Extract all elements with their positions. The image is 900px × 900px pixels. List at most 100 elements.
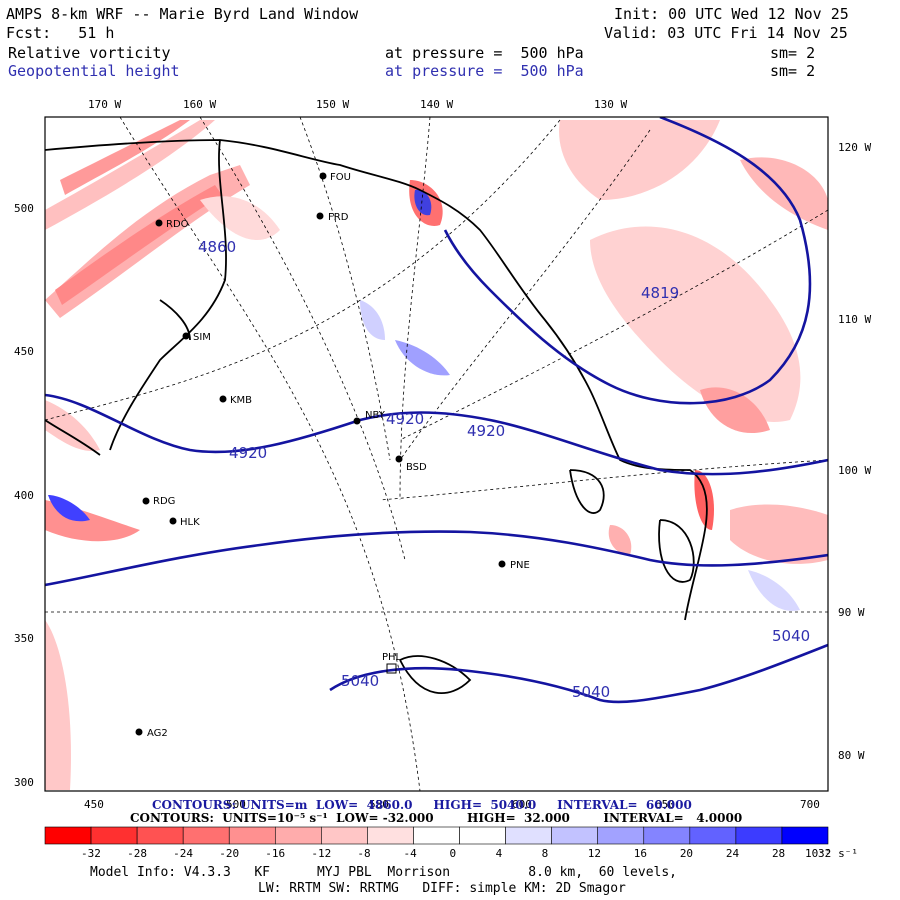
colorbar-swatch: [735, 826, 783, 845]
station-kmb: KMB: [219, 395, 252, 406]
colorbar-tick: -8: [357, 847, 370, 860]
lon-label-right: 80 W: [838, 749, 865, 762]
svg-text:BSD: BSD: [406, 462, 427, 473]
station-nby: NBY: [353, 410, 386, 425]
x-tick: 550: [369, 798, 389, 811]
x-tick: 450: [84, 798, 104, 811]
vorticity-contour-info: CONTOURS: UNITS=10⁻⁵ s⁻¹ LOW= -32.000 HI…: [130, 811, 743, 825]
field1-name: Relative vorticity: [8, 44, 171, 62]
lon-label-top: 160 W: [183, 98, 216, 111]
y-tick: 500: [14, 202, 34, 215]
svg-text:FOU: FOU: [330, 172, 351, 183]
station-pne: PNE: [498, 560, 530, 571]
lon-label-right: 100 W: [838, 464, 871, 477]
svg-text:FRD: FRD: [328, 212, 349, 223]
lon-label-right: 120 W: [838, 141, 871, 154]
colorbar-tick: -24: [173, 847, 193, 860]
svg-text:4860: 4860: [198, 238, 236, 256]
colorbar-swatch: [413, 826, 460, 845]
lon-label-top: 150 W: [316, 98, 349, 111]
station-ag2: AG2: [135, 728, 168, 739]
y-tick: 450: [14, 345, 34, 358]
valid-time: Valid: 03 UTC Fri 14 Nov 25: [604, 24, 848, 42]
field1-level: at pressure = 500 hPa: [385, 44, 584, 62]
colorbar-tick: -4: [403, 847, 417, 860]
field2-smooth: sm= 2: [770, 62, 816, 80]
svg-text:4920: 4920: [386, 410, 424, 428]
y-tick: 350: [14, 632, 34, 645]
model-info-line1: Model Info: V4.3.3 KF MYJ PBL Morrison 8…: [90, 865, 677, 880]
colorbar-swatch: [505, 826, 552, 845]
station-sim: SIM: [182, 332, 211, 343]
station-hlk: HLK: [169, 517, 200, 528]
svg-text:5040: 5040: [341, 672, 379, 690]
y-tick: 400: [14, 489, 34, 502]
colorbar-tick: 28: [772, 847, 785, 860]
coastline: [45, 139, 708, 694]
height-contours: [45, 117, 828, 704]
svg-text:AG2: AG2: [147, 728, 168, 739]
svg-text:KMB: KMB: [230, 395, 252, 406]
colorbar-tick: -28: [127, 847, 147, 860]
svg-text:HLK: HLK: [180, 517, 200, 528]
x-tick: 650: [655, 798, 675, 811]
stations: RDO SIM FRD FOU KMB NBY BSD RDG HLK PNE …: [135, 172, 530, 739]
axis-labels: 170 W 160 W 150 W 140 W 130 W 120 W 110 …: [14, 98, 871, 811]
colorbar-tick: -12: [311, 847, 331, 860]
colorbar-swatch: [136, 826, 184, 845]
lon-label-right: 110 W: [838, 313, 871, 326]
colorbar-tick: 16: [634, 847, 647, 860]
colorbar-tick: 20: [680, 847, 693, 860]
colorbar-tick: 12: [588, 847, 601, 860]
station-bsd: BSD: [395, 455, 427, 473]
field2-name: Geopotential height: [8, 62, 180, 80]
station-rdo: RDO: [155, 219, 189, 230]
colorbar-swatch: [551, 826, 599, 845]
colorbar-tick: -20: [219, 847, 239, 860]
colorbar-tick: -32: [81, 847, 101, 860]
colorbar: -32 -28 -24 -20 -16 -12 -8 -4 0 4 8 12 16 20 24 28 3210⁻…: [44, 826, 858, 860]
colorbar-swatch: [274, 826, 322, 845]
field2-level: at pressure = 500 hPa: [385, 62, 584, 80]
svg-text:PNE: PNE: [510, 560, 530, 571]
lon-label-top: 170 W: [88, 98, 121, 111]
svg-text:RDO: RDO: [166, 219, 189, 230]
colorbar-swatch: [44, 826, 92, 845]
svg-text:NBY: NBY: [365, 410, 386, 421]
svg-text:4920: 4920: [467, 422, 505, 440]
colorbar-swatch: [228, 826, 276, 845]
svg-text:5040: 5040: [572, 683, 610, 701]
colorbar-swatch: [90, 826, 138, 845]
x-tick: 700: [800, 798, 820, 811]
svg-text:5040: 5040: [772, 627, 810, 645]
colorbar-swatch: [459, 826, 506, 845]
svg-text:PHL: PHL: [382, 652, 402, 663]
init-time: Init: 00 UTC Wed 12 Nov 25: [614, 5, 849, 23]
model-title: AMPS 8-km WRF -- Marie Byrd Land Window: [6, 5, 359, 23]
svg-text:4819: 4819: [641, 284, 679, 302]
station-rdg: RDG: [142, 496, 175, 507]
colorbar-tick: 0: [450, 847, 457, 860]
model-info-line2: LW: RRTM SW: RRTMG DIFF: simple KM: 2D S…: [258, 881, 626, 896]
station-fou: FOU: [319, 172, 351, 183]
lon-label-top: 130 W: [594, 98, 627, 111]
colorbar-swatch: [689, 826, 737, 845]
colorbar-swatch: [367, 826, 414, 845]
colorbar-unit: 10⁻⁵ s⁻¹: [805, 847, 858, 860]
svg-text:4920: 4920: [229, 444, 267, 462]
colorbar-tick: 8: [542, 847, 549, 860]
colorbar-tick: 24: [726, 847, 740, 860]
plot-area: [45, 117, 828, 791]
lon-label-right: 90 W: [838, 606, 865, 619]
colorbar-tick: 32: [818, 847, 831, 860]
height-labels: 4860 4819 4920 4920 4920 5040 5040 5040: [198, 238, 810, 701]
colorbar-swatch: [182, 826, 230, 845]
colorbar-swatch: [643, 826, 691, 845]
x-tick: 600: [512, 798, 532, 811]
field1-smooth: sm= 2: [770, 44, 816, 62]
plot-border: [44, 116, 829, 792]
height-contour-info: CONTOURS: UNITS=m LOW= 4860.0 HIGH= 5040…: [152, 798, 692, 812]
colorbar-tick: -16: [265, 847, 285, 860]
vorticity-shading: [45, 120, 828, 790]
station-frd: FRD: [316, 212, 349, 223]
